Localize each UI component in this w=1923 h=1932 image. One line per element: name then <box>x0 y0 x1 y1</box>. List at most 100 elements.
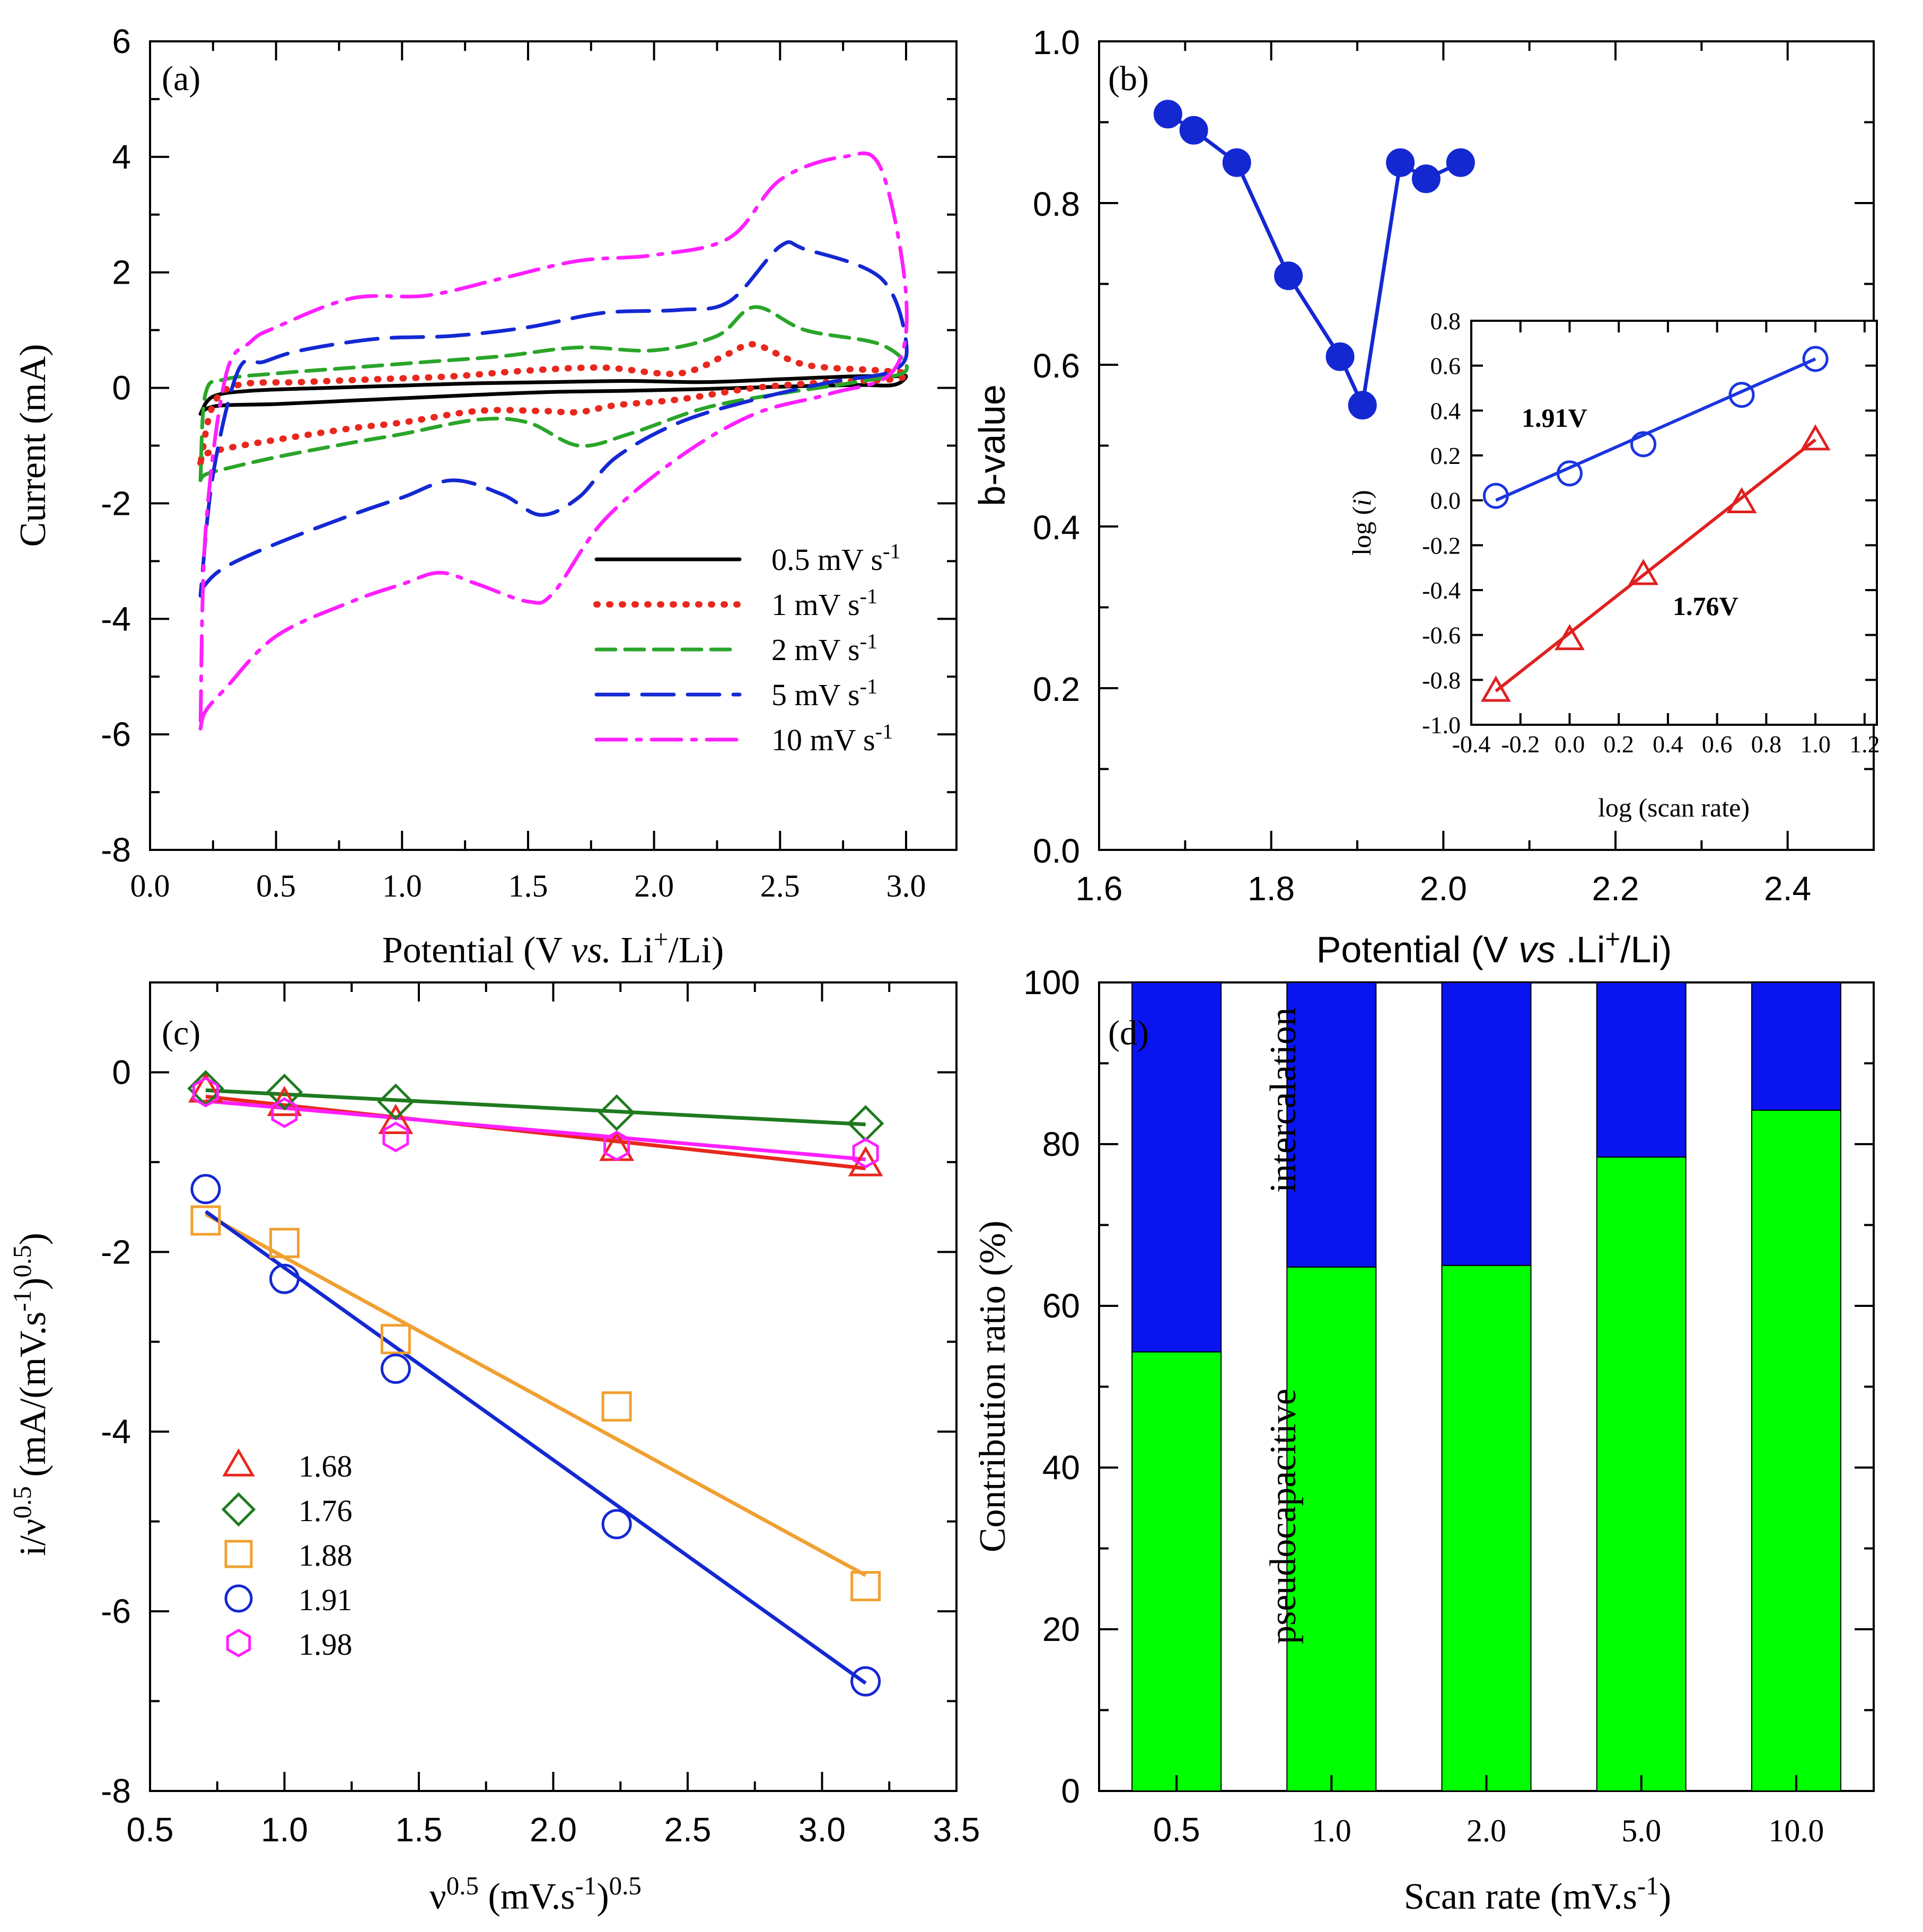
y-tick-label: -0.6 <box>1422 622 1461 649</box>
panel-label: (a) <box>162 59 200 98</box>
y-tick-label: -6 <box>101 715 131 753</box>
x-tick-label: 0.6 <box>1702 731 1733 758</box>
x-tick-label: 1.8 <box>1248 870 1295 908</box>
series-line-1-mV-s <box>197 341 910 467</box>
legend-entry: 1.76 <box>298 1494 353 1528</box>
data-point-1.76 <box>266 1073 303 1111</box>
inset-fit-line <box>1495 438 1816 692</box>
x-tick-label: 1.0 <box>382 868 422 903</box>
legend-entry: 1.88 <box>298 1538 353 1573</box>
y-tick-label: -8 <box>101 831 131 869</box>
y-tick-label: 0.8 <box>1033 185 1080 223</box>
b-value-point <box>1179 116 1208 145</box>
legend-marker <box>222 1448 255 1477</box>
legend-entry: 1.98 <box>298 1627 353 1662</box>
y-axis-label: Contribution ratio (%) <box>972 1220 1013 1552</box>
data-point-1.76 <box>377 1083 415 1121</box>
x-tick-label: 1.5 <box>396 1811 443 1849</box>
x-tick-label: -0.4 <box>1452 731 1491 758</box>
data-point-1.91 <box>269 1263 300 1294</box>
data-point-1.91 <box>850 1666 881 1697</box>
legend-entry: 1.91 <box>298 1583 353 1617</box>
y-tick-label: 0.8 <box>1430 308 1461 335</box>
inset-point <box>1726 487 1757 513</box>
legend-marker <box>224 1540 253 1568</box>
inset-point <box>1482 482 1509 509</box>
inset-point <box>1556 460 1583 487</box>
panel-d: 0 20 40 60 80 100 0.5 1.0 2.0 5.0 10.0 intercalatio… <box>972 963 1875 1918</box>
panel-label: (d) <box>1108 1014 1149 1052</box>
x-tick-label: 10.0 <box>1768 1813 1824 1848</box>
legend-marker <box>221 1492 256 1527</box>
data-point-1.88 <box>190 1205 221 1236</box>
b-value-point <box>1446 148 1475 177</box>
legend-entry: 5 mV s-1 <box>771 674 877 713</box>
x-tick-label: 5.0 <box>1621 1813 1661 1848</box>
y-tick-label: 0.0 <box>1033 832 1080 870</box>
x-tick-label: 2.2 <box>1592 870 1639 908</box>
series-label-pseudocapacitive: pseudocapacitive <box>1263 1389 1304 1644</box>
y-axis-label: i/ν0.5 (mA/(mV.s-1)0.5) <box>7 1233 54 1556</box>
b-value-point <box>1348 391 1377 420</box>
legend-entry: 1.68 <box>298 1449 353 1483</box>
x-tick-label: 2.5 <box>760 868 800 903</box>
x-tick-label: 1.6 <box>1076 870 1123 908</box>
x-tick-label: 2.0 <box>634 868 674 903</box>
inset-point <box>1800 424 1831 451</box>
inset-series-label: 1.91V <box>1522 403 1587 433</box>
x-tick-label: 1.5 <box>508 868 548 903</box>
legend-entry: 2 mV s-1 <box>771 629 877 668</box>
inset-y-label: log (i) <box>1347 490 1376 556</box>
x-tick-label: 0.4 <box>1653 731 1683 758</box>
inset-fit-line <box>1495 357 1816 502</box>
y-tick-label: 0 <box>112 369 131 407</box>
x-tick-label: 1.0 <box>1800 731 1831 758</box>
data-point-1.68 <box>188 1072 223 1103</box>
panel-label: (c) <box>162 1014 200 1052</box>
x-tick-label: 3.5 <box>933 1811 980 1849</box>
legend-marker <box>226 1629 251 1657</box>
inset-point <box>1728 382 1755 408</box>
inset-plot: -0.4 -0.2 0.0 0.2 0.4 0.6 0.8 1.0 1.2 -1.0 -0.8 -0.… <box>1347 308 1880 822</box>
bar-pseudocapacitive-1.0 <box>1286 1266 1377 1792</box>
data-point-1.88 <box>850 1571 881 1602</box>
y-tick-label: 0.2 <box>1033 670 1080 708</box>
bar-intercalation-10.0 <box>1751 982 1841 1111</box>
x-tick-label: 0.0 <box>1555 731 1585 758</box>
fit-line-1.88 <box>205 1213 867 1577</box>
b-value-line <box>1167 112 1462 412</box>
bar-intercalation-5.0 <box>1596 982 1687 1158</box>
panel-c: 0.5 1.0 1.5 2.0 2.5 3.0 3.5 -8 -6 -4 -2 0 1.68 1.76 1.… <box>7 981 980 1917</box>
y-tick-label: -4 <box>101 1412 131 1451</box>
y-tick-label: 2 <box>112 253 131 292</box>
x-tick-label: 3.0 <box>886 868 926 903</box>
x-tick-label: -0.2 <box>1501 731 1540 758</box>
y-tick-label: 0.4 <box>1033 508 1080 547</box>
y-tick-label: 0 <box>1061 1772 1080 1810</box>
series-line-2-mV-s <box>198 305 909 482</box>
data-point-1.88 <box>601 1391 632 1422</box>
data-point-1.98 <box>271 1097 298 1128</box>
y-tick-label: -8 <box>101 1772 131 1810</box>
plot-frame <box>1470 320 1878 726</box>
bar-intercalation-2.0 <box>1441 982 1532 1266</box>
b-value-point <box>1222 148 1251 177</box>
x-axis-label: Scan rate (mV.s-1) <box>1404 1871 1671 1918</box>
fit-line-1.91 <box>204 1210 867 1685</box>
x-tick-label: 3.0 <box>798 1811 846 1849</box>
x-axis-label: Potential (V vs. Li+/Li) <box>382 925 724 971</box>
b-value-point <box>1411 164 1441 194</box>
bar-intercalation-1.0 <box>1286 982 1377 1268</box>
x-tick-label: 0.2 <box>1603 731 1634 758</box>
panel-label: (b) <box>1108 59 1149 98</box>
x-tick-label: 1.0 <box>261 1811 308 1849</box>
legend-entry: 10 mV s-1 <box>771 719 893 758</box>
y-tick-label: 40 <box>1042 1448 1080 1487</box>
data-point-1.91 <box>601 1509 632 1540</box>
y-tick-label: 0.0 <box>1430 487 1461 514</box>
x-tick-label: 2.4 <box>1764 870 1811 908</box>
fit-line-1.68 <box>205 1094 866 1171</box>
y-tick-label: -0.2 <box>1422 532 1461 559</box>
y-tick-label: 60 <box>1042 1287 1080 1325</box>
inset-series-label: 1.76V <box>1673 591 1738 621</box>
